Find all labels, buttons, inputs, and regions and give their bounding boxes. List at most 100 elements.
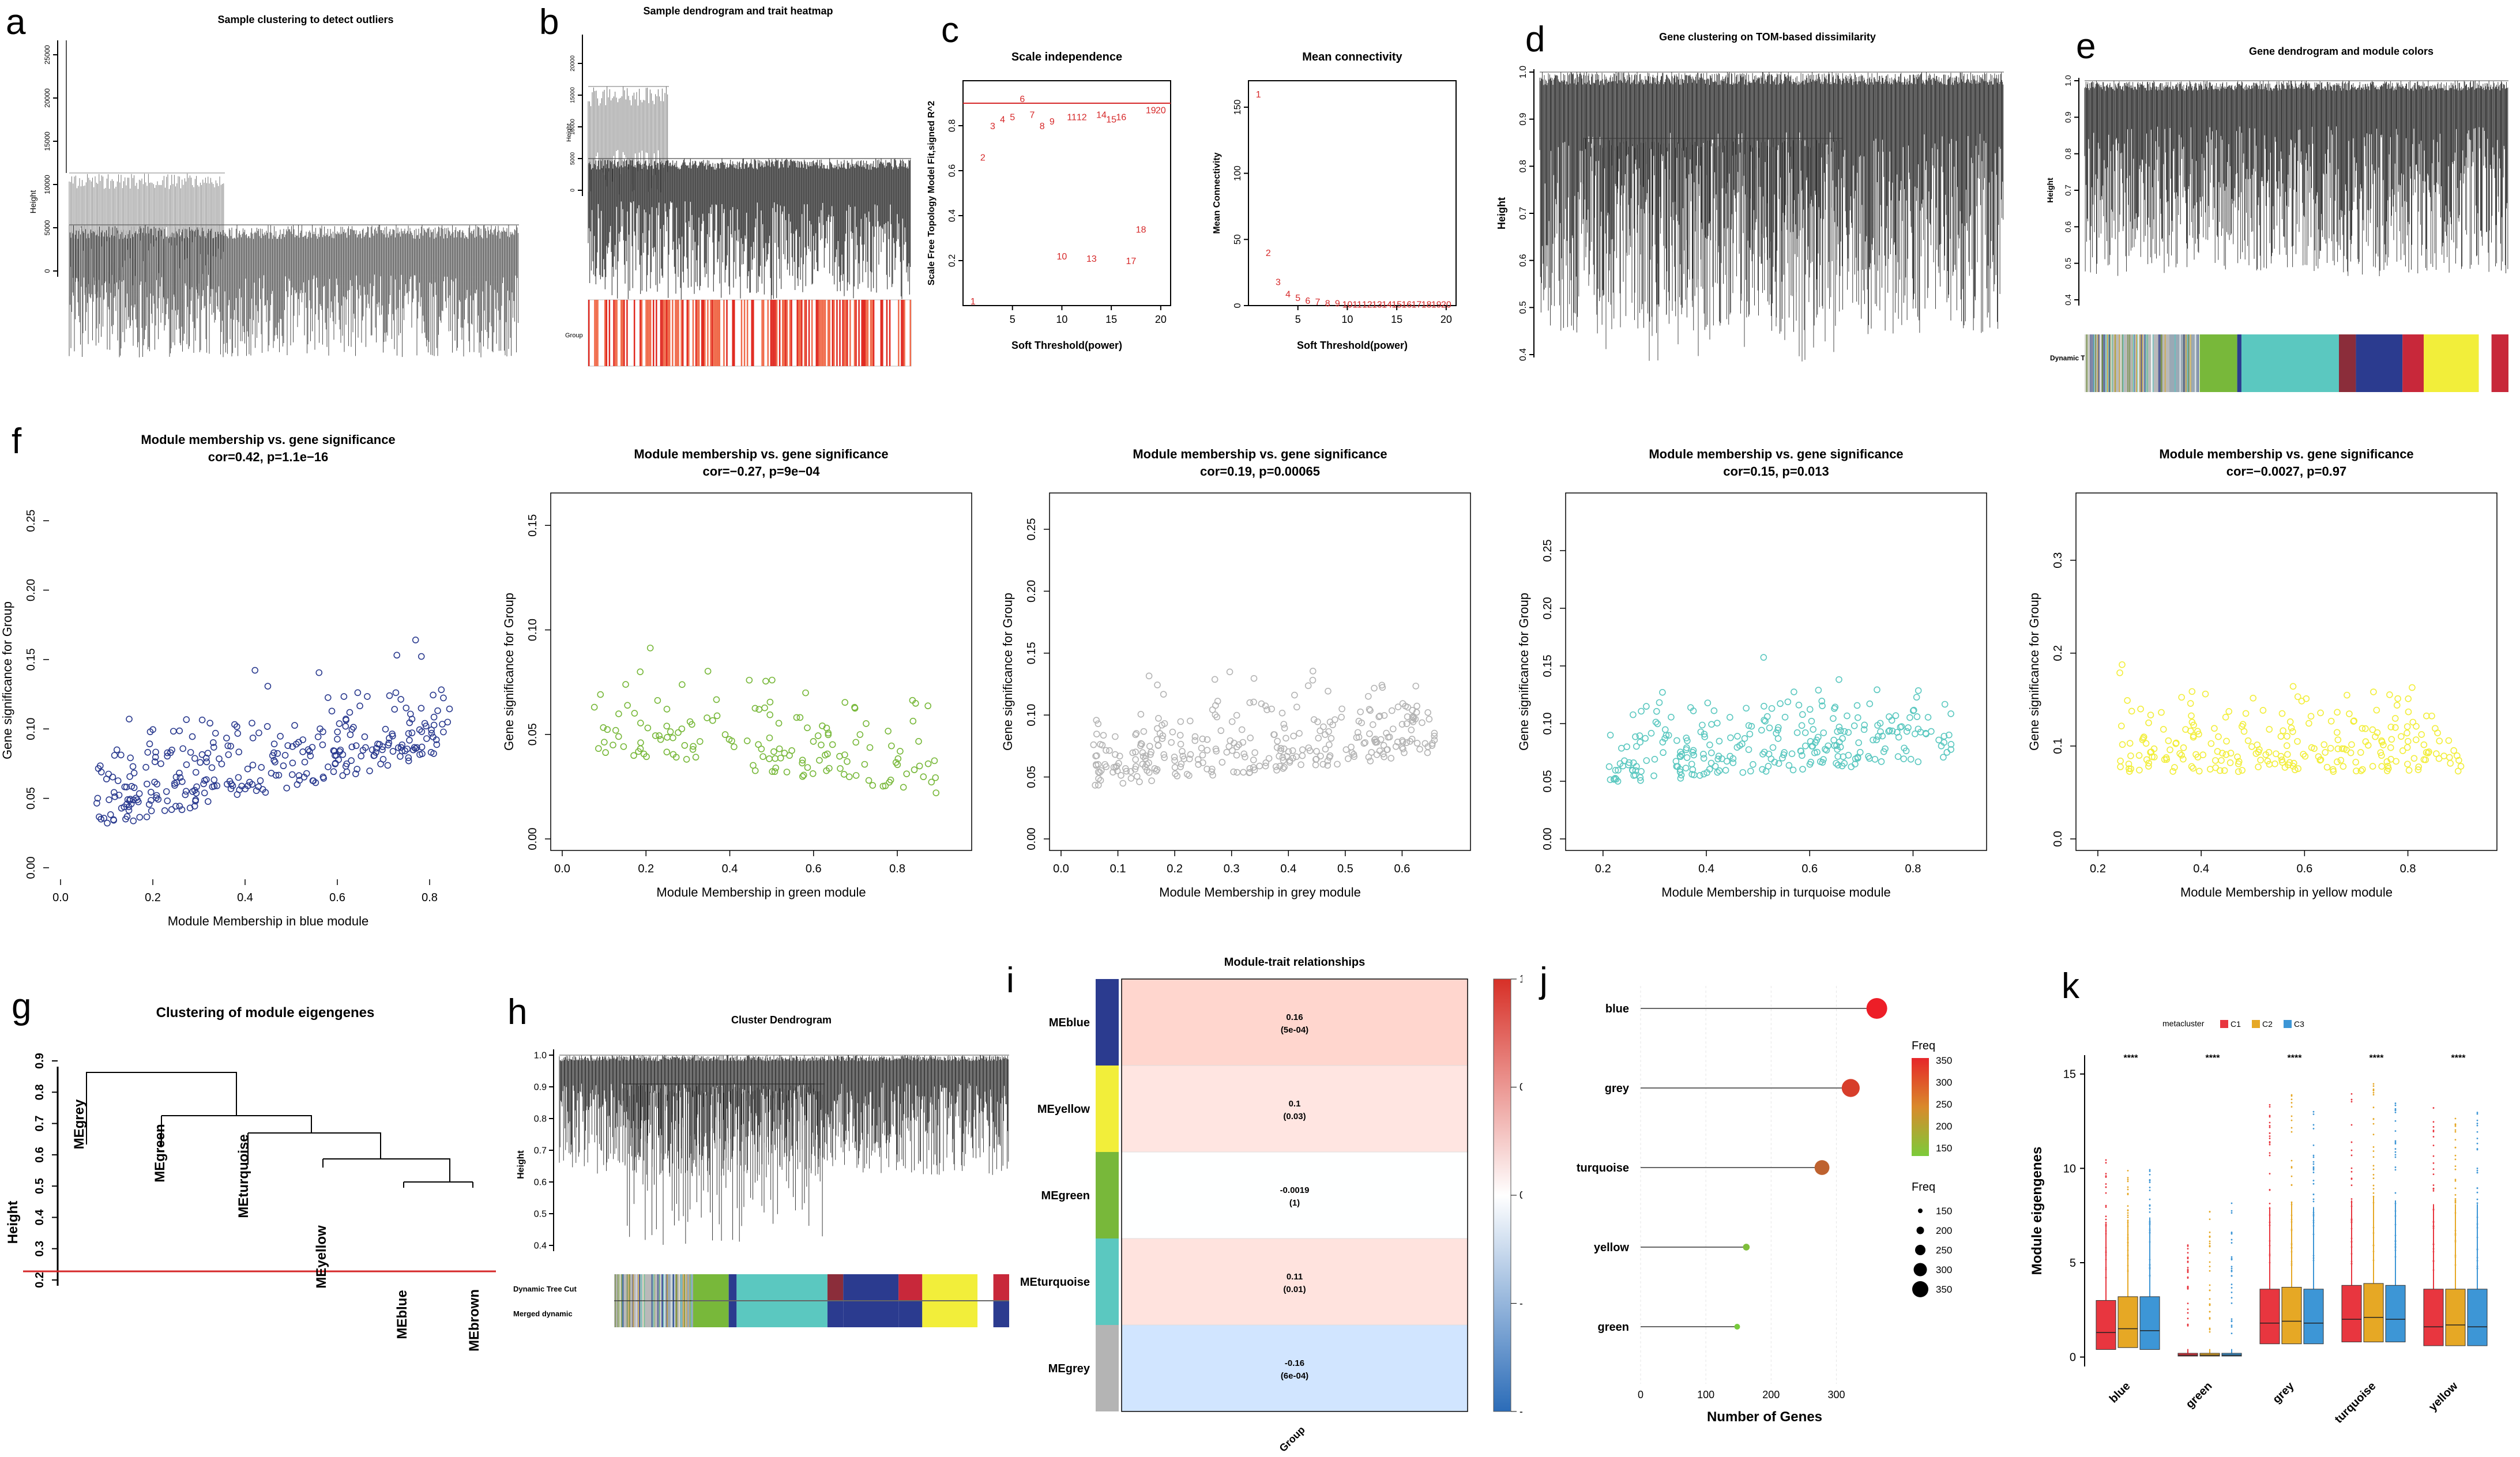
- outlier-point: [2187, 1302, 2189, 1305]
- gene-point: [2399, 747, 2406, 754]
- gene-point: [1338, 705, 1345, 713]
- gene-point: [1643, 703, 1650, 710]
- gene-point: [1129, 749, 1137, 756]
- gene-point: [1683, 744, 1690, 751]
- legend-title-color: Freq: [1912, 1040, 1935, 1052]
- gene-point: [2289, 728, 2296, 735]
- chart-title: Module membership vs. gene significance: [634, 447, 888, 461]
- group-stripe: [743, 300, 746, 366]
- gene-point: [152, 748, 159, 756]
- gene-point: [2286, 718, 2294, 725]
- gene-point: [690, 743, 697, 750]
- gene-point: [1928, 728, 1935, 735]
- outlier-point: [2454, 1129, 2457, 1131]
- merge-branch: [161, 1115, 312, 1133]
- gene-point: [1808, 743, 1816, 750]
- outlier-point: [2312, 1166, 2315, 1168]
- merged-segment: [977, 1301, 994, 1327]
- gene-point: [2405, 695, 2412, 702]
- gene-point: [2264, 758, 2271, 765]
- outlier-point: [2269, 1143, 2271, 1146]
- gene-point: [1233, 711, 1240, 719]
- ytick-label: 0.8: [2063, 148, 2073, 160]
- module-color-segment: [2199, 334, 2237, 392]
- gene-point: [2242, 710, 2250, 717]
- gene-point: [1373, 751, 1381, 758]
- module-color-stripe: [2144, 334, 2146, 392]
- gene-point: [932, 789, 940, 796]
- outlier-point: [2269, 1132, 2271, 1134]
- gene-point: [1793, 729, 1801, 736]
- gene-point: [810, 738, 817, 745]
- gene-point: [1383, 729, 1390, 737]
- gene-point: [1642, 735, 1649, 742]
- xtick-label: 0.3: [1224, 863, 1240, 875]
- gene-point: [1834, 762, 1842, 769]
- gene-point: [386, 735, 393, 742]
- gene-point: [1279, 754, 1287, 761]
- gene-point: [1145, 759, 1152, 766]
- outlier-point: [2312, 1198, 2315, 1200]
- gene-point: [678, 725, 686, 732]
- gene-point: [1357, 708, 1364, 716]
- gene-point: [210, 744, 217, 751]
- gene-point: [176, 770, 183, 777]
- gene-point: [249, 762, 257, 769]
- gene-point: [2127, 752, 2134, 759]
- gene-point: [203, 758, 210, 766]
- power-point-label: 13: [1372, 300, 1382, 310]
- gene-point: [2250, 695, 2257, 702]
- box: [2303, 1289, 2324, 1345]
- gene-point: [888, 742, 895, 750]
- xtick-label: 0.8: [889, 863, 905, 875]
- cell-value: 0.16: [1286, 1012, 1303, 1022]
- outlier-point: [2127, 1180, 2129, 1183]
- gene-point: [1905, 724, 1912, 731]
- group-stripe: [704, 300, 706, 366]
- group-stripe: [808, 300, 810, 366]
- gene-point: [1233, 751, 1240, 759]
- ytick-label: 0: [1233, 303, 1243, 308]
- ytick-label: 0.8: [534, 1114, 547, 1124]
- gene-point: [2218, 757, 2225, 764]
- gene-point: [1291, 691, 1298, 699]
- gene-point: [446, 705, 453, 713]
- gene-point: [234, 730, 242, 737]
- gene-point: [1714, 769, 1721, 776]
- outlier-point: [2454, 1124, 2457, 1126]
- gene-point: [212, 729, 219, 737]
- gene-point: [416, 751, 423, 758]
- y-axis-label: Gene significance for Group: [502, 593, 516, 751]
- group-stripe: [778, 300, 781, 366]
- gene-point: [153, 792, 160, 799]
- group-stripe: [773, 300, 775, 366]
- outlier-point: [2209, 1240, 2211, 1243]
- gene-point: [2216, 767, 2224, 774]
- gene-point: [1183, 770, 1191, 778]
- gene-point: [1203, 736, 1211, 743]
- gene-point: [306, 748, 313, 755]
- outlier-point: [2476, 1112, 2478, 1113]
- outlier-point: [2372, 1156, 2375, 1158]
- gene-point: [1745, 722, 1752, 729]
- ytick-label: 1.0: [2063, 75, 2073, 86]
- gene-point: [1672, 758, 1680, 765]
- outlier-point: [2269, 1104, 2271, 1106]
- gene-point: [1133, 730, 1140, 737]
- outlier-point: [2187, 1270, 2189, 1272]
- gene-point: [1250, 756, 1257, 763]
- outlier-point: [2454, 1179, 2457, 1181]
- legend-swatch: [2220, 1020, 2228, 1028]
- group-stripe: [746, 300, 749, 366]
- gene-point: [2277, 733, 2285, 740]
- gene-point: [1607, 732, 1614, 739]
- sample-tree-left: [69, 172, 225, 300]
- ytick-label: 0.4: [947, 209, 957, 222]
- gene-point: [213, 782, 221, 789]
- gene-point: [1886, 713, 1893, 720]
- gene-point: [1377, 736, 1385, 743]
- gene-point: [852, 772, 860, 779]
- gene-point: [244, 765, 251, 773]
- outlier-point: [2231, 1320, 2233, 1323]
- gene-point: [333, 752, 340, 759]
